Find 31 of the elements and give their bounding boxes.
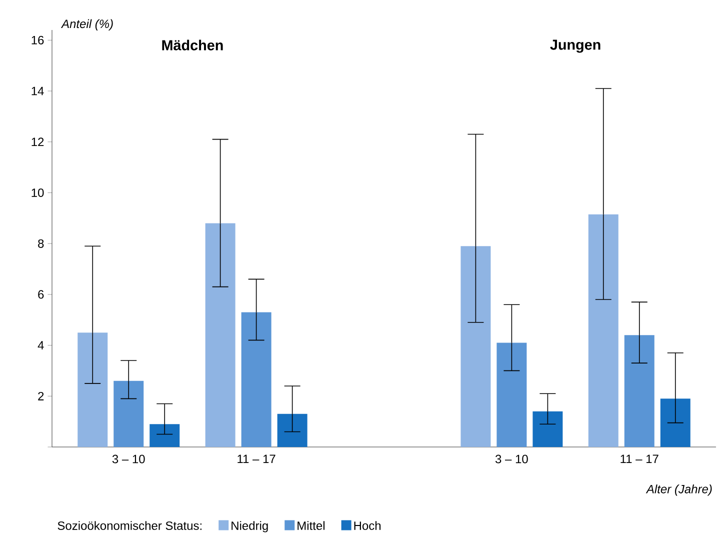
bar xyxy=(241,312,272,447)
legend-label: Hoch xyxy=(354,521,381,530)
y-tick-label: 12 xyxy=(32,138,44,146)
bar xyxy=(205,223,236,447)
legend-label: Mittel xyxy=(298,521,324,530)
bar xyxy=(460,246,491,447)
x-tick-label: 11 – 17 xyxy=(620,454,658,464)
x-tick-label: 3 – 10 xyxy=(495,454,528,464)
y-axis-title: Anteil (%) xyxy=(60,19,113,30)
bar xyxy=(496,342,527,447)
y-tick-label: 16 xyxy=(32,36,44,44)
legend-title: Sozioökonomischer Status: xyxy=(58,521,202,530)
legend-label: Niedrig xyxy=(232,521,268,532)
bar xyxy=(150,424,180,447)
y-tick-label: 2 xyxy=(38,392,44,400)
x-tick-label: 11 – 17 xyxy=(238,454,276,464)
y-tick-label: 10 xyxy=(32,188,44,197)
bar xyxy=(660,398,690,447)
bar xyxy=(624,335,654,447)
x-axis-title: Alter (Jahre) xyxy=(646,484,712,496)
annotation: Jungen xyxy=(550,40,600,53)
y-tick-label: 6 xyxy=(38,290,44,299)
bar xyxy=(588,214,618,447)
y-tick-label: 4 xyxy=(38,341,44,350)
bar xyxy=(78,332,108,447)
y-tick-label: 8 xyxy=(38,239,44,248)
x-tick-label: 3 – 10 xyxy=(112,454,145,464)
bar xyxy=(114,380,144,447)
annotation: Mädchen xyxy=(162,40,223,50)
bar xyxy=(532,411,563,447)
y-tick-label: 14 xyxy=(32,86,44,96)
